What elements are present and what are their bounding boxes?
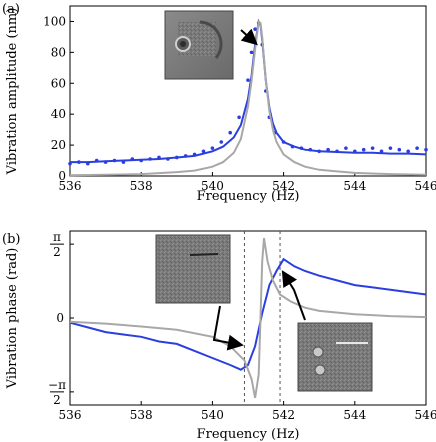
x-tick-label-a: 546 (415, 179, 436, 193)
x-tick-label-b: 536 (59, 408, 82, 422)
ylabel-a: Vibration amplitude (nm) (5, 8, 20, 176)
plot-frame-a (69, 5, 427, 177)
data-point-a (388, 146, 393, 150)
measured-line-a (70, 18, 427, 164)
x-tick-label-b: 544 (343, 408, 366, 422)
data-point-a (424, 147, 428, 152)
data-point-a (397, 147, 402, 152)
y-tick-label-b-fraction: −π2 (48, 378, 66, 407)
x-tick-label-a: 544 (343, 179, 366, 193)
x-tick-label-a: 536 (59, 179, 82, 193)
xlabel-b: Frequency (Hz) (197, 427, 300, 442)
data-point-a (249, 50, 254, 55)
y-tick-label-a: 100 (43, 14, 66, 28)
y-tick-label-b-fraction: π2 (50, 230, 64, 259)
x-tick-label-b: 542 (272, 408, 295, 422)
inset-image-b-left (155, 234, 231, 304)
x-tick-label-a: 538 (130, 179, 153, 193)
panel-label-a: (a) (2, 2, 20, 17)
data-point-a (415, 146, 419, 150)
data-point-a (228, 130, 232, 135)
inset-arrow-b-left (212, 305, 244, 351)
y-tick-label-a: 20 (51, 138, 66, 152)
data-point-a (210, 146, 215, 150)
model-line-a (69, 19, 427, 177)
data-point-a (201, 149, 206, 154)
x-tick-label-b: 546 (415, 408, 436, 422)
data-point-a (361, 147, 366, 152)
y-tick-label-a: 0 (58, 169, 66, 183)
fraction-numerator: π (53, 230, 61, 244)
series-group-b (69, 237, 427, 399)
x-tick-label-a: 540 (201, 179, 224, 193)
amplitude-panel: (a) 536 538 540 542 544 546 0 20 40 60 80 100 Frequ… (2, 2, 436, 204)
data-point-a (344, 146, 348, 150)
y-tick-label-a: 80 (51, 45, 66, 59)
panel-label-b: (b) (2, 232, 20, 247)
fraction-numerator: −π (48, 378, 66, 392)
measured-line-b (69, 257, 427, 371)
data-point-a (406, 149, 411, 154)
x-tick-label-b: 540 (201, 408, 224, 422)
series-group-a (68, 18, 428, 177)
data-point-a (246, 78, 250, 82)
y-tick-label-a: 60 (51, 76, 66, 90)
x-tick-label-b: 538 (130, 408, 153, 422)
inset-image-a (164, 10, 234, 80)
tick-group-a: 536 538 540 542 544 546 0 20 40 60 80 100 (43, 14, 436, 193)
y-tick-label-b: 0 (56, 311, 64, 325)
xlabel-a: Frequency (Hz) (197, 189, 300, 204)
data-point-a (237, 115, 241, 120)
data-point-a (219, 140, 224, 144)
y-tick-label-a: 40 (51, 107, 66, 121)
inset-arrow-b-right (281, 270, 306, 321)
fraction-denominator: 2 (53, 245, 61, 259)
plot-frame-b (69, 230, 427, 406)
data-point-a (370, 146, 375, 150)
x-tick-label-a: 542 (272, 179, 295, 193)
inset-arrow-a (240, 28, 258, 46)
ylabel-b: Vibration phase (rad) (5, 248, 20, 390)
inset-image-b-right (297, 322, 373, 392)
model-line-b (69, 237, 427, 399)
fraction-denominator: 2 (53, 393, 61, 407)
vline-group-b (243, 231, 281, 405)
